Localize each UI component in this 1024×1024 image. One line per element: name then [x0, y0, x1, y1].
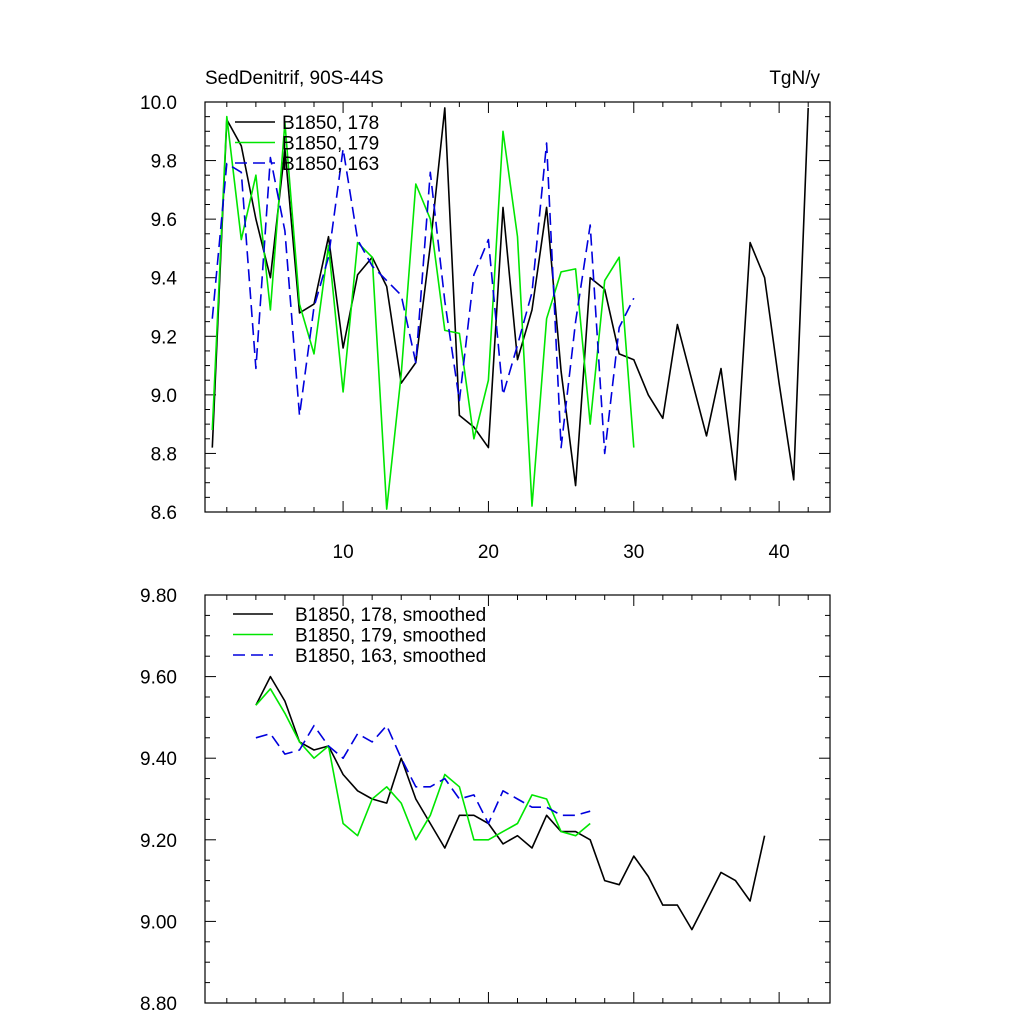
y-tick-label: 9.2	[151, 327, 177, 348]
x-tick-label: 30	[623, 542, 644, 563]
legend-label: B1850, 163	[282, 154, 379, 175]
y-tick-label: 8.8	[151, 444, 177, 465]
chart-title: SedDenitrif, 90S-44S	[205, 68, 384, 89]
units-label: TgN/y	[769, 68, 820, 89]
bottom-panel: 8.80 9.00 9.20 9.40 9.60 9.80 B1850, 178, smoo…	[140, 586, 831, 1015]
y-tick-label: 9.00	[140, 912, 177, 933]
y-tick-label: 10.0	[140, 93, 177, 114]
y-tick-label: 9.6	[151, 210, 177, 231]
series-line	[255, 675, 766, 931]
legend-label: B1850, 179	[282, 134, 379, 155]
y-tick-label: 8.6	[151, 503, 177, 524]
legend-label: B1850, 178, smoothed	[295, 605, 486, 626]
y-tick-label: 8.80	[140, 994, 177, 1015]
y-tick-label: 9.60	[140, 668, 177, 689]
series-line	[211, 107, 809, 487]
x-tick-label: 20	[478, 542, 499, 563]
y-tick-label: 9.40	[140, 749, 177, 770]
legend-label: B1850, 178	[282, 113, 379, 134]
series-line	[255, 724, 591, 825]
series-line	[211, 115, 635, 510]
y-tick-label: 9.80	[140, 586, 177, 607]
legend-label: B1850, 179, smoothed	[295, 626, 486, 647]
x-tick-label: 10	[333, 542, 354, 563]
y-tick-label: 9.8	[151, 152, 177, 173]
x-tick-label: 40	[769, 542, 790, 563]
y-tick-label: 9.20	[140, 831, 177, 852]
y-tick-label: 9.4	[151, 269, 178, 290]
legend-label: B1850, 163, smoothed	[295, 646, 486, 667]
top-panel: SedDenitrif, 90S-44S TgN/y 10 20 30 40 8.6 8.…	[140, 68, 831, 563]
y-tick-label: 9.0	[151, 386, 177, 407]
series-line	[255, 687, 591, 841]
series-line	[211, 142, 635, 455]
